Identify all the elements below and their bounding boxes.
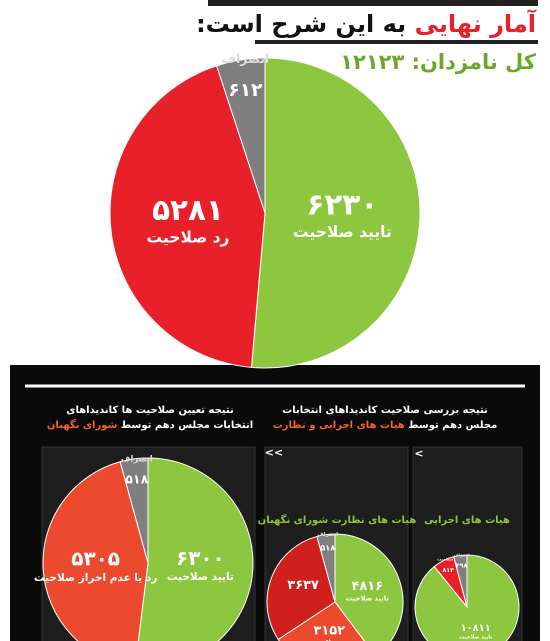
slice-label: انصراف [317,532,338,538]
total-line: کل نامزدان: ۱۲۱۲۳ [340,50,536,74]
header-underline [255,40,538,44]
pie-slice [414,554,520,641]
slice-label: تایید صلاحیت [346,594,390,602]
title-line: نتیجه بررسی صلاحیت کاندیداهای انتخابات [282,405,488,416]
slice-value: ۴۹۸ [456,563,468,570]
pie-slice [334,533,404,641]
slice-label: رد یا عدم احراز صلاحیت [34,572,157,584]
slice-value: ۴۸۱۶ [351,579,383,594]
pie-slice [277,601,365,641]
pie-slice [266,535,336,641]
slice-value: ۱۰۸۱۱ [461,623,491,634]
slice-value: ۵۱۸ [125,471,148,486]
slice-label: رد صلاحیت [311,639,347,641]
slice-label: تایید صلاحیت [459,634,492,640]
total-label: کل نامزدان: [411,50,536,74]
right-title: نتیجه بررسی صلاحیت کاندیداهای انتخابات مج… [270,403,500,433]
title-highlight: شورای نگهبان [46,420,118,431]
slice-label: انصراف [121,453,153,464]
pie-slice [216,57,266,214]
pie-slice [316,533,336,603]
pie-slice [109,65,266,368]
slice-label: انصراف [222,51,269,66]
pie-slice [250,57,421,369]
title-text: انتخابات مجلس دهم توسط [120,420,254,431]
pie-slice [119,457,149,564]
slice-value: ۶۱۲ [228,80,263,101]
header-text: به این شرح است: [196,10,407,38]
pie-slice [137,457,254,641]
title-line: مجلس دهم توسط هیات های اجرایی و نظارت [270,418,500,433]
pie-title: هیات های اجرایی [424,515,510,526]
slice-label: رد صلاحیت [147,229,230,247]
header-line: آمار نهایی به این شرح است: [196,10,536,38]
title-text: مجلس دهم توسط [408,420,498,431]
slice-value: ۶۲۳۰ [306,188,378,222]
slice-label: رد صلاحیت [437,556,460,561]
slice-value: ۸۱۴ [442,567,454,574]
slice-label: تایید صلاحیت [167,571,234,583]
title-line: نتیجه تعیین صلاحیت ها کاندیداهای [66,405,234,416]
slice-value: ۵۲۸۱ [152,193,224,227]
nav-arrow[interactable]: << [265,446,283,459]
pie-slice [453,554,468,608]
left-title: نتیجه تعیین صلاحیت ها کاندیداهای انتخابات… [45,403,255,433]
slice-value: ۵۱۸ [320,543,335,553]
slice-value: ۳۱۵۲ [313,623,345,638]
slice-value: ۳۶۳۷ [287,578,319,593]
title-highlight: هیات های اجرایی و نظارت [272,420,405,431]
slice-label: انصراف [454,552,470,557]
nav-arrow[interactable]: < [414,447,423,460]
slice-label: تایید صلاحیت [293,223,392,241]
pie-title: هیات های نظارت شورای نگهبان [258,513,417,526]
header-bar [208,0,538,6]
header-highlight: آمار نهایی [414,10,536,38]
slice-value: ۵۳۰۵ [71,546,120,570]
slice-value: ۶۳۰۰ [176,546,225,570]
total-value: ۱۲۱۲۳ [340,50,405,74]
title-line: انتخابات مجلس دهم توسط شورای نگهبان [45,418,255,433]
pie-slice [42,461,149,641]
